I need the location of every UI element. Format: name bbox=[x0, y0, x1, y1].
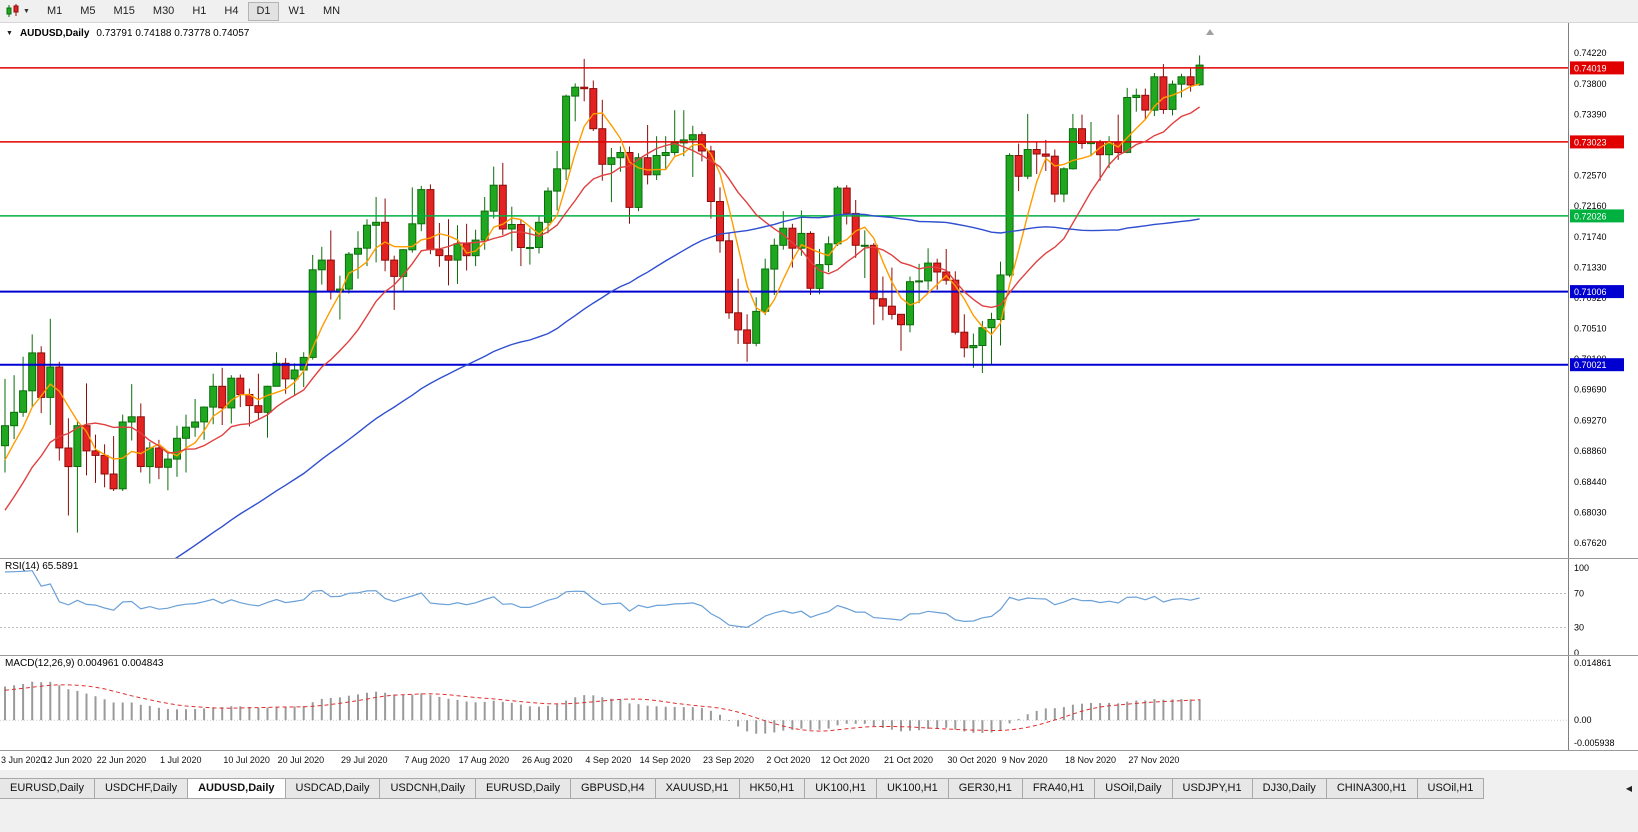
svg-text:0.72570: 0.72570 bbox=[1574, 171, 1607, 181]
chart-type-icon[interactable] bbox=[5, 4, 21, 19]
date-label: 2 Oct 2020 bbox=[766, 755, 811, 765]
svg-text:0.72026: 0.72026 bbox=[1574, 211, 1607, 221]
macd-label: MACD(12,26,9) 0.004961 0.004843 bbox=[5, 658, 164, 669]
svg-text:0.68030: 0.68030 bbox=[1574, 508, 1607, 518]
svg-text:0.70510: 0.70510 bbox=[1574, 323, 1607, 333]
date-label: 7 Aug 2020 bbox=[404, 755, 450, 765]
svg-text:0.72160: 0.72160 bbox=[1574, 201, 1607, 211]
svg-text:-0.005938: -0.005938 bbox=[1574, 738, 1615, 748]
date-label: 12 Jun 2020 bbox=[42, 755, 92, 765]
rsi-label: RSI(14) 65.5891 bbox=[5, 561, 79, 572]
chart-tab-xauusd-h1[interactable]: XAUUSD,H1 bbox=[654, 778, 740, 799]
chart-tab-hk50-h1[interactable]: HK50,H1 bbox=[738, 778, 806, 799]
svg-text:0.74220: 0.74220 bbox=[1574, 48, 1607, 58]
svg-text:0.69690: 0.69690 bbox=[1574, 384, 1607, 394]
date-label: 20 Jul 2020 bbox=[277, 755, 325, 765]
chart-tab-usdcad-daily[interactable]: USDCAD,Daily bbox=[284, 778, 381, 799]
timeframe-buttons: M1 M5 M15 M30 H1 H4 D1 W1 MN bbox=[38, 1, 349, 21]
chart-collapse-icon[interactable]: ▼ bbox=[6, 30, 13, 37]
date-label: 14 Sep 2020 bbox=[639, 755, 691, 765]
date-label: 17 Aug 2020 bbox=[458, 755, 510, 765]
date-label: 3 Jun 2020 bbox=[1, 755, 46, 765]
chart-tab-china300-h1[interactable]: CHINA300,H1 bbox=[1325, 778, 1418, 799]
svg-text:0.70021: 0.70021 bbox=[1574, 360, 1607, 370]
date-label: 22 Jun 2020 bbox=[96, 755, 147, 765]
svg-text:70: 70 bbox=[1574, 589, 1584, 599]
chart-tab-fra40-h1[interactable]: FRA40,H1 bbox=[1021, 778, 1096, 799]
svg-text:0.00: 0.00 bbox=[1574, 715, 1592, 725]
timeframe-button-mn[interactable]: MN bbox=[323, 4, 341, 17]
chart-menu-caret-icon[interactable]: ▼ bbox=[23, 7, 30, 15]
svg-text:30: 30 bbox=[1574, 623, 1584, 633]
chart-tab-eurusd-daily[interactable]: EURUSD,Daily bbox=[475, 778, 571, 799]
date-label: 1 Jul 2020 bbox=[160, 755, 202, 765]
chart-tab-usoil-h1[interactable]: USOil,H1 bbox=[1416, 778, 1485, 799]
chart-tab-uk100-h1[interactable]: UK100,H1 bbox=[875, 778, 949, 799]
svg-text:0.73390: 0.73390 bbox=[1574, 110, 1607, 120]
chart-symbol-label: AUDUSD,Daily bbox=[19, 28, 90, 39]
time-axis[interactable]: 3 Jun 2020 12 Jun 2020 22 Jun 2020 1 Jul 20… bbox=[0, 750, 1638, 770]
date-label: 21 Oct 2020 bbox=[884, 755, 934, 765]
macd-chart[interactable]: 0.014861 0.00 -0.005938 bbox=[0, 656, 1638, 750]
svg-text:0.74019: 0.74019 bbox=[1574, 63, 1607, 73]
tab-scroll-button[interactable]: ◀ bbox=[1625, 784, 1633, 793]
svg-text:0.014861: 0.014861 bbox=[1574, 658, 1612, 668]
date-label: 9 Nov 2020 bbox=[1001, 755, 1048, 765]
chart-tab-eurusd-daily[interactable]: EURUSD,Daily bbox=[0, 778, 95, 799]
chart-title: ▼ AUDUSD,Daily 0.73791 0.74188 0.73778 0… bbox=[6, 28, 249, 39]
date-label: 23 Sep 2020 bbox=[703, 755, 755, 765]
svg-text:0.68860: 0.68860 bbox=[1574, 446, 1607, 456]
date-label: 4 Sep 2020 bbox=[585, 755, 632, 765]
timeframe-button-d1[interactable]: D1 bbox=[248, 1, 279, 21]
date-label: 26 Aug 2020 bbox=[522, 755, 573, 765]
timeframe-button-h1[interactable]: H1 bbox=[192, 4, 207, 17]
rsi-chart[interactable]: 100 70 30 0 bbox=[0, 559, 1638, 658]
chart-tabs: EURUSD,Daily USDCHF,Daily AUDUSD,Daily USDC… bbox=[0, 778, 1620, 799]
chart-shift-marker[interactable] bbox=[1206, 29, 1214, 35]
chart-tab-usdjpy-h1[interactable]: USDJPY,H1 bbox=[1171, 778, 1253, 799]
date-label: 30 Oct 2020 bbox=[947, 755, 997, 765]
date-label: 18 Nov 2020 bbox=[1065, 755, 1117, 765]
chart-tab-uk100-h1[interactable]: UK100,H1 bbox=[804, 778, 877, 799]
svg-text:0.71006: 0.71006 bbox=[1574, 287, 1607, 297]
date-label: 10 Jul 2020 bbox=[223, 755, 270, 765]
timeframe-button-m15[interactable]: M15 bbox=[113, 4, 135, 17]
timeframe-button-m30[interactable]: M30 bbox=[152, 4, 175, 17]
svg-text:100: 100 bbox=[1574, 563, 1589, 573]
chart-tab-gbpusd-h4[interactable]: GBPUSD,H4 bbox=[570, 778, 656, 799]
timeframe-button-w1[interactable]: W1 bbox=[288, 4, 306, 17]
date-label: 12 Oct 2020 bbox=[820, 755, 870, 765]
chart-tab-audusd-daily[interactable]: AUDUSD,Daily bbox=[187, 778, 286, 799]
chart-tab-dj30-daily[interactable]: DJ30,Daily bbox=[1251, 778, 1327, 799]
macd-panel[interactable]: MACD(12,26,9) 0.004961 0.004843 0.014861… bbox=[0, 655, 1638, 750]
svg-text:0.71330: 0.71330 bbox=[1574, 263, 1607, 273]
price-chart[interactable]: 0.742200.738000.733900.729800.725700.721… bbox=[0, 23, 1638, 558]
timeframe-button-m5[interactable]: M5 bbox=[80, 4, 96, 17]
svg-text:0.67620: 0.67620 bbox=[1574, 538, 1607, 548]
chart-tab-bar: EURUSD,Daily USDCHF,Daily AUDUSD,Daily USDC… bbox=[0, 776, 1638, 801]
chart-tab-usoil-daily[interactable]: USOil,Daily bbox=[1094, 778, 1173, 799]
date-label: 29 Jul 2020 bbox=[341, 755, 388, 765]
chart-tab-ger30-h1[interactable]: GER30,H1 bbox=[947, 778, 1023, 799]
chart-tab-usdchf-daily[interactable]: USDCHF,Daily bbox=[93, 778, 189, 799]
timeframe-button-h4[interactable]: H4 bbox=[224, 4, 239, 17]
rsi-panel[interactable]: RSI(14) 65.5891 100 70 30 0 bbox=[0, 558, 1638, 658]
chart-window: ▼ AUDUSD,Daily 0.73791 0.74188 0.73778 0… bbox=[0, 23, 1638, 770]
candlestick-glyph bbox=[6, 4, 19, 17]
chart-ohlc-values: 0.73791 0.74188 0.73778 0.74057 bbox=[96, 28, 250, 39]
svg-text:0.69270: 0.69270 bbox=[1574, 416, 1607, 426]
timeframe-button-m1[interactable]: M1 bbox=[46, 4, 63, 17]
svg-text:0.71740: 0.71740 bbox=[1574, 232, 1607, 242]
svg-text:0.73023: 0.73023 bbox=[1574, 137, 1607, 147]
top-toolbar: ▼ M1 M5 M15 M30 H1 H4 D1 W1 MN bbox=[0, 0, 1638, 23]
date-label: 27 Nov 2020 bbox=[1128, 755, 1180, 765]
svg-text:0.68440: 0.68440 bbox=[1574, 477, 1607, 487]
svg-text:0.73800: 0.73800 bbox=[1574, 79, 1607, 89]
svg-text:0: 0 bbox=[1574, 648, 1579, 655]
chart-tab-usdcnh-daily[interactable]: USDCNH,Daily bbox=[379, 778, 477, 799]
